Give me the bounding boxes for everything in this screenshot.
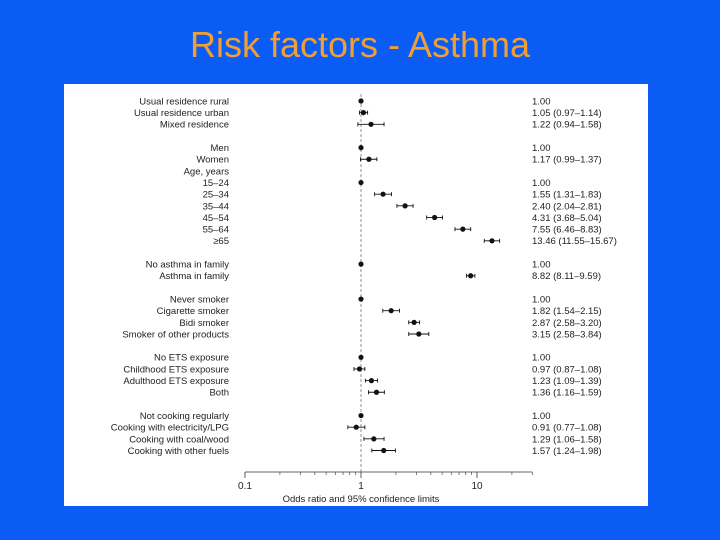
row-estimate-text: 1.36 (1.16–1.59) — [532, 388, 602, 399]
row-estimate-text: 0.91 (0.77–1.08) — [532, 423, 602, 434]
point-estimate — [371, 436, 377, 442]
slide-title: Risk factors - Asthma — [189, 24, 531, 65]
row-label: Cooking with electricity/LPG — [111, 423, 229, 434]
point-estimate — [489, 238, 495, 244]
row-label: ≥65 — [213, 236, 229, 247]
row-label: Men — [211, 143, 229, 154]
row-estimate-text: 7.55 (6.46–8.83) — [532, 225, 602, 236]
point-estimate — [358, 179, 364, 186]
point-estimate — [402, 203, 408, 209]
row-estimate-text: 1.23 (1.09–1.39) — [532, 376, 602, 387]
row-label: Asthma in family — [159, 271, 229, 282]
row-estimate-text: 0.97 (0.87–1.08) — [532, 364, 602, 375]
point-estimate — [368, 121, 374, 127]
row-label: 55–64 — [203, 225, 229, 236]
point-estimate — [416, 331, 422, 337]
point-estimate — [353, 424, 359, 430]
point-estimate — [431, 214, 438, 221]
x-axis-label: Odds ratio and 95% confidence limits — [283, 494, 440, 505]
row-estimate-text: 8.82 (8.11–9.59) — [532, 271, 601, 282]
row-label: Usual residence urban — [134, 108, 229, 119]
forest-plot-panel: Usual residence rural 1.00 Usual residence… — [64, 84, 648, 506]
row-label: 35–44 — [203, 201, 229, 212]
row-label: Bidi smoker — [179, 318, 229, 329]
point-estimate — [368, 378, 375, 384]
row-estimate-text: 1.55 (1.31–1.83) — [532, 190, 602, 201]
row-label: 15–24 — [203, 178, 229, 189]
point-estimate — [381, 447, 387, 454]
row-estimate-text: 4.31 (3.68–5.04) — [532, 213, 602, 224]
point-estimate — [366, 156, 372, 162]
point-estimate — [356, 366, 363, 372]
row-estimate-text: 1.00 — [532, 96, 551, 107]
x-tick-label: 0.1 — [238, 481, 252, 492]
point-estimate — [358, 354, 364, 360]
point-estimate — [380, 191, 386, 197]
point-estimate — [360, 110, 367, 116]
row-estimate-text: 1.05 (0.97–1.14) — [532, 108, 602, 119]
row-label: Adulthood ETS exposure — [123, 376, 229, 387]
point-estimate — [358, 296, 364, 302]
row-label: Smoker of other products — [122, 329, 229, 340]
row-label: 45–54 — [203, 213, 229, 224]
row-estimate-text: 2.87 (2.58–3.20) — [532, 318, 602, 329]
row-label: Cooking with other fuels — [128, 446, 230, 457]
point-estimate — [358, 412, 364, 419]
row-estimate-text: 1.00 — [532, 143, 551, 154]
point-estimate — [358, 145, 364, 151]
row-estimate-text: 1.00 — [532, 294, 551, 305]
row-label: Both — [209, 388, 229, 399]
row-estimate-text: 1.57 (1.24–1.98) — [532, 446, 602, 457]
row-label: Women — [196, 155, 229, 166]
row-label: No ETS exposure — [154, 353, 229, 364]
row-estimate-text: 13.46 (11.55–15.67) — [532, 236, 617, 247]
row-label: No asthma in family — [146, 260, 230, 271]
x-tick-label: 1 — [358, 481, 364, 492]
row-estimate-text: 1.00 — [532, 411, 551, 422]
row-estimate-text: 1.00 — [532, 260, 551, 271]
row-estimate-text: 1.82 (1.54–2.15) — [532, 306, 602, 317]
row-estimate-text: 1.00 — [532, 178, 551, 189]
point-estimate — [373, 389, 380, 395]
point-estimate — [460, 226, 466, 232]
row-estimate-text: 1.29 (1.06–1.58) — [532, 434, 602, 445]
row-label: Mixed residence — [160, 120, 229, 131]
point-estimate — [358, 98, 364, 104]
row-label: Never smoker — [170, 294, 229, 305]
point-estimate — [468, 273, 474, 279]
row-label: Cigarette smoker — [157, 306, 229, 317]
row-label: Usual residence rural — [139, 96, 229, 107]
point-estimate — [388, 308, 394, 314]
x-tick-label: 10 — [471, 481, 483, 492]
point-estimate — [358, 261, 364, 267]
row-label: Age, years — [184, 166, 230, 177]
row-label: Cooking with coal/wood — [129, 434, 229, 445]
point-estimate — [411, 319, 417, 325]
row-label: Childhood ETS exposure — [123, 364, 229, 375]
row-estimate-text: 1.00 — [532, 353, 551, 364]
row-estimate-text: 2.40 (2.04–2.81) — [532, 201, 602, 212]
row-estimate-text: 3.15 (2.58–3.84) — [532, 329, 602, 340]
row-label: Not cooking regularly — [140, 411, 229, 422]
forest-plot: Usual residence rural 1.00 Usual residence… — [111, 94, 617, 505]
row-estimate-text: 1.17 (0.99–1.37) — [532, 155, 602, 166]
row-estimate-text: 1.22 (0.94–1.58) — [532, 120, 602, 131]
row-label: 25–34 — [203, 190, 229, 201]
